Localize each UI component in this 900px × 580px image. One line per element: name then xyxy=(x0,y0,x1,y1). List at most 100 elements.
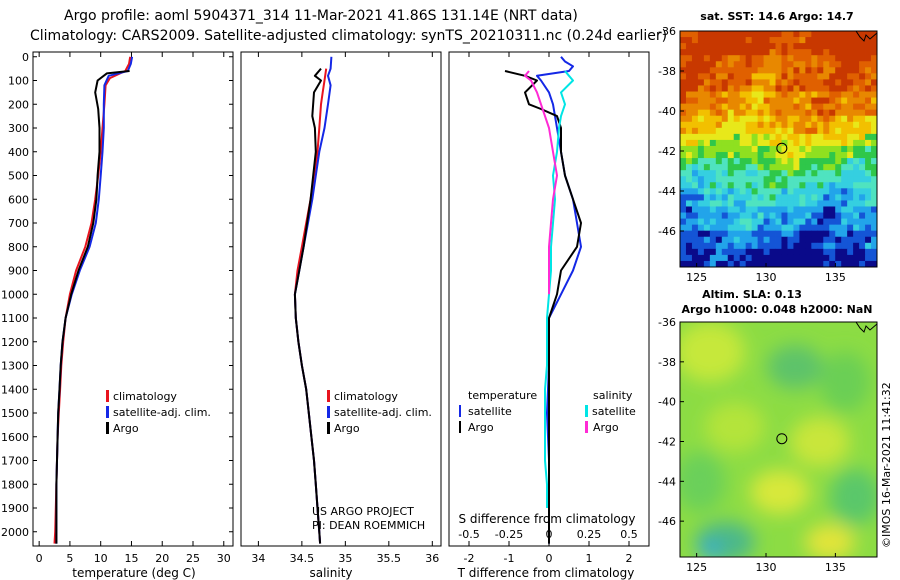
sst-cell xyxy=(781,170,788,177)
sst-cell xyxy=(769,236,776,244)
sst-cell xyxy=(781,176,788,183)
sst-cell xyxy=(847,164,854,171)
sst-cell xyxy=(715,254,723,262)
depth-tick-label: 1900 xyxy=(1,502,29,515)
s-tick-label: 0.25 xyxy=(577,528,602,541)
sst-cell xyxy=(835,145,842,153)
sst-cell xyxy=(817,67,824,74)
sst-cell xyxy=(829,164,836,171)
sst-cell xyxy=(853,133,860,141)
sst-cell xyxy=(841,103,848,111)
sst-cell xyxy=(685,139,693,147)
sst-cell xyxy=(865,127,872,135)
sst-cell xyxy=(745,158,753,165)
sst-cell xyxy=(751,145,759,153)
sst-cell xyxy=(793,236,800,244)
sst-cell xyxy=(865,188,872,195)
sst-cell xyxy=(680,200,687,207)
sst-cell xyxy=(871,200,877,207)
sst-cell xyxy=(865,145,872,153)
sst-cell xyxy=(763,133,770,141)
sst-cell xyxy=(703,85,711,92)
sst-cell xyxy=(697,242,705,250)
map-y-tick-label: -36 xyxy=(658,25,676,38)
sst-cell xyxy=(865,97,872,105)
sst-cell xyxy=(709,121,717,129)
sst-cell xyxy=(799,242,806,250)
sst-cell xyxy=(859,224,866,232)
sst-cell xyxy=(793,170,800,177)
sst-cell xyxy=(769,158,776,165)
sst-cell xyxy=(727,79,735,86)
sst-cell xyxy=(691,254,699,262)
sst-cell xyxy=(799,206,806,213)
salinity-legend: climatology satellite-adj. clim. Argo xyxy=(327,390,432,435)
sst-cell xyxy=(823,127,830,135)
sst-cell xyxy=(811,43,818,50)
sst-cell xyxy=(739,176,747,183)
sst-cell xyxy=(871,127,877,135)
sst-cell xyxy=(835,218,842,226)
sst-cell xyxy=(829,230,836,238)
sla-map-title: Altim. SLA: 0.13 xyxy=(702,288,802,301)
sst-cell xyxy=(859,85,866,92)
sst-cell xyxy=(829,115,836,123)
sst-cell xyxy=(709,91,717,98)
sst-cell xyxy=(769,230,776,238)
sst-cell xyxy=(847,236,854,244)
sst-cell xyxy=(703,103,711,111)
sst-cell xyxy=(691,224,699,232)
sst-cell xyxy=(703,158,711,165)
sst-cell xyxy=(721,152,729,159)
sst-cell xyxy=(745,85,753,92)
sst-cell xyxy=(859,91,866,98)
sst-cell xyxy=(721,176,729,183)
sst-cell xyxy=(703,109,711,117)
sst-cell xyxy=(829,206,836,213)
legend-swatch-s-satellite xyxy=(585,405,588,417)
sst-cell xyxy=(685,43,693,50)
sst-cell xyxy=(721,260,729,267)
sst-cell xyxy=(733,103,741,111)
map-y-tick-label: -38 xyxy=(658,65,676,78)
sst-cell xyxy=(847,230,854,238)
sst-cell xyxy=(733,61,741,68)
sst-cell xyxy=(680,182,687,189)
sst-cell xyxy=(727,49,735,56)
sst-cell xyxy=(865,218,872,226)
pi-annotation: PI: DEAN ROEMMICH xyxy=(312,519,425,532)
sst-cell xyxy=(871,73,877,80)
sst-cell xyxy=(781,254,788,262)
sst-cell xyxy=(817,55,824,62)
sst-cell xyxy=(859,109,866,117)
sst-cell xyxy=(799,61,806,68)
sst-cell xyxy=(847,260,854,267)
sst-map-frame xyxy=(679,30,878,268)
sst-cell xyxy=(871,103,877,111)
sst-cell xyxy=(793,254,800,262)
sst-cell xyxy=(697,85,705,92)
sst-cell xyxy=(817,194,824,201)
sst-cell xyxy=(787,188,794,195)
depth-tick-label: 1100 xyxy=(1,312,29,325)
sst-cell xyxy=(757,242,764,250)
sst-cell xyxy=(769,97,776,105)
sst-cell xyxy=(859,145,866,153)
sst-cell xyxy=(691,152,699,159)
sst-cell xyxy=(805,188,812,195)
sst-cell xyxy=(745,152,753,159)
sst-cell xyxy=(817,182,824,189)
sst-cell xyxy=(775,49,782,56)
sst-cell xyxy=(835,91,842,98)
sst-cell xyxy=(775,109,782,117)
sst-cell xyxy=(871,91,877,98)
sst-cell xyxy=(871,133,877,141)
sst-cell xyxy=(793,97,800,105)
sst-cell xyxy=(823,152,830,159)
sst-cell xyxy=(853,55,860,62)
sst-cell xyxy=(721,55,729,62)
sst-cell xyxy=(691,164,699,171)
sst-cell xyxy=(685,242,693,250)
x-tick-label: 1 xyxy=(586,552,593,565)
sst-cell xyxy=(680,85,687,92)
